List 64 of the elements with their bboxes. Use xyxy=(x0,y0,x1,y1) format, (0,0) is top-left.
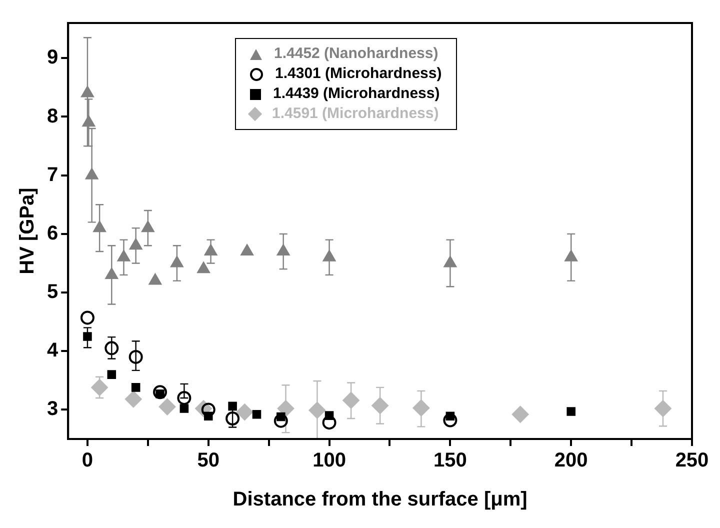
point xyxy=(82,115,96,127)
point xyxy=(170,256,184,268)
point xyxy=(131,383,140,392)
point xyxy=(274,414,288,428)
point xyxy=(129,238,142,250)
point xyxy=(196,262,210,274)
point xyxy=(141,220,154,232)
legend-label: 1.4439 (Microhardness) xyxy=(273,85,440,102)
x-tick-label: 50 xyxy=(197,450,220,472)
point xyxy=(104,341,119,356)
y-tick-label: 3 xyxy=(47,398,58,420)
point xyxy=(372,397,389,414)
point xyxy=(443,413,458,428)
point xyxy=(654,400,672,418)
point xyxy=(91,378,108,396)
point xyxy=(512,406,529,423)
point xyxy=(204,244,218,256)
point xyxy=(412,399,430,416)
x-tick-label: 150 xyxy=(434,450,467,472)
point xyxy=(342,392,360,409)
point xyxy=(177,390,192,405)
point xyxy=(92,220,106,232)
y-tick-label: 4 xyxy=(47,340,59,362)
point xyxy=(85,168,98,180)
point xyxy=(276,244,290,256)
point xyxy=(128,350,143,364)
point xyxy=(158,398,176,416)
x-tick-label: 200 xyxy=(554,450,588,472)
y-axis-title: HV [GPa] xyxy=(16,188,39,274)
point xyxy=(564,250,578,262)
y-tick-label: 6 xyxy=(47,222,58,244)
point xyxy=(148,273,162,285)
point xyxy=(226,411,240,426)
legend-label: 1.4591 (Microhardness) xyxy=(272,105,439,122)
x-axis-title: Distance from the surface [μm] xyxy=(232,488,528,511)
point xyxy=(153,385,168,400)
legend-label: 1.4452 (Nanohardness) xyxy=(274,45,438,62)
point xyxy=(105,267,118,279)
point xyxy=(277,400,294,418)
point xyxy=(240,244,254,256)
y-tick-label: 7 xyxy=(47,164,58,186)
point xyxy=(236,404,254,421)
legend-label: 1.4301 (Microhardness) xyxy=(275,65,442,82)
x-tick-label: 0 xyxy=(82,450,94,472)
point xyxy=(117,250,130,262)
point xyxy=(124,390,142,408)
point xyxy=(180,404,189,413)
point xyxy=(83,332,92,341)
point xyxy=(252,410,262,419)
point xyxy=(107,370,116,379)
y-tick-label: 8 xyxy=(47,105,58,128)
y-tick-label: 5 xyxy=(47,281,58,304)
x-tick-label: 100 xyxy=(312,450,346,472)
point xyxy=(228,402,237,411)
x-tick-label: 250 xyxy=(675,450,709,472)
point xyxy=(201,402,216,417)
y-tick-label: 9 xyxy=(47,46,58,69)
point xyxy=(322,416,336,430)
point xyxy=(566,407,576,416)
point xyxy=(308,402,326,419)
point xyxy=(322,250,336,262)
point xyxy=(80,86,94,98)
point xyxy=(80,310,94,325)
point xyxy=(444,256,457,268)
